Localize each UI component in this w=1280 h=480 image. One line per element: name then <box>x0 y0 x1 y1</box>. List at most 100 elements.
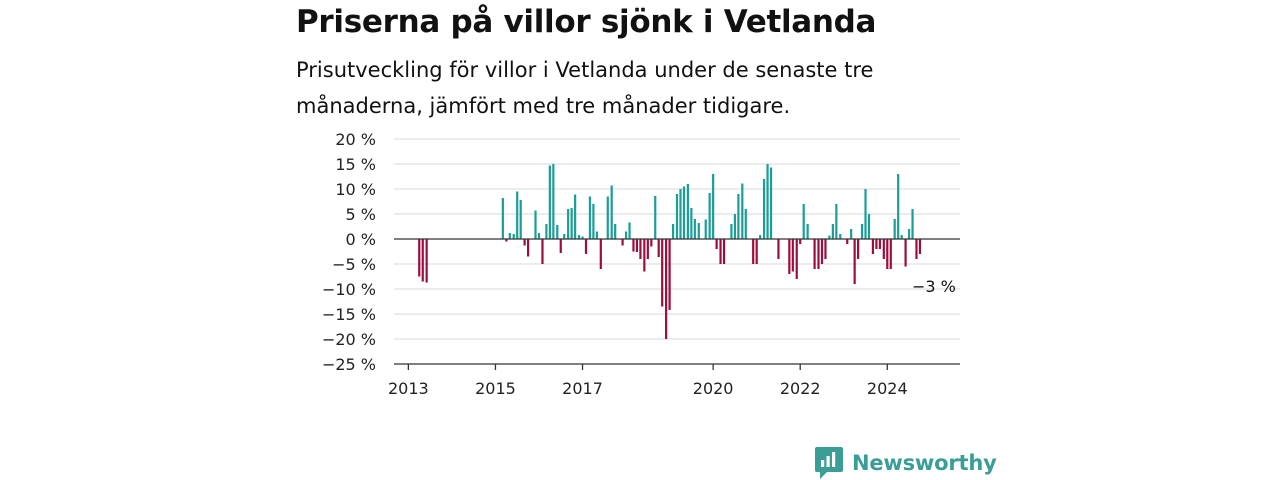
bar <box>806 224 809 239</box>
bar <box>570 208 573 239</box>
bar <box>813 239 816 269</box>
bar <box>537 233 541 239</box>
bar <box>654 196 657 239</box>
brand-name: Newsworthy <box>852 451 997 475</box>
bar <box>665 239 668 339</box>
bar <box>512 234 515 239</box>
y-tick-label: −10 % <box>322 280 376 299</box>
bar <box>643 239 646 272</box>
bar <box>635 239 639 252</box>
bar <box>752 239 755 264</box>
bar <box>755 239 758 264</box>
bar <box>864 189 867 239</box>
y-tick-label: 5 % <box>346 205 376 224</box>
bar <box>907 229 911 239</box>
bar <box>915 239 918 259</box>
bar <box>527 239 530 257</box>
bar <box>592 204 595 239</box>
bars <box>418 164 922 339</box>
bar <box>545 224 548 239</box>
bar <box>882 239 885 259</box>
bar <box>857 239 860 259</box>
bar <box>610 185 613 239</box>
chart-title: Priserna på villor sjönk i Vetlanda <box>296 4 877 40</box>
bar <box>897 174 900 239</box>
axes <box>394 238 960 370</box>
bar <box>853 239 856 284</box>
y-tick-label: −5 % <box>332 255 376 274</box>
bar <box>650 239 653 247</box>
bar <box>799 239 802 244</box>
bar <box>788 239 791 274</box>
bar <box>501 198 504 239</box>
bar <box>632 239 635 252</box>
bar <box>552 164 555 239</box>
bar <box>675 194 679 239</box>
bar <box>577 235 581 239</box>
bar <box>621 239 624 246</box>
bar <box>657 239 660 257</box>
bar <box>505 239 508 242</box>
bar <box>769 167 773 239</box>
bar <box>860 224 864 239</box>
bar <box>574 194 577 239</box>
tick-labels: 20 % 15 % 10 % 5 % 0 % −5 % −10 % −15 % −20 % −25… <box>322 130 956 398</box>
bar <box>817 239 820 269</box>
y-tick-label: −25 % <box>322 355 376 374</box>
bar <box>418 239 421 277</box>
bar <box>661 239 664 307</box>
bar <box>567 209 570 239</box>
bar <box>581 236 584 239</box>
x-tick-label: 2017 <box>562 379 603 398</box>
bar <box>584 239 588 254</box>
bar <box>559 239 562 253</box>
chart-subtitle: Prisutveckling för villor i Vetlanda und… <box>296 58 874 118</box>
y-tick-label: 20 % <box>335 130 376 149</box>
bar-chart: 20 % 15 % 10 % 5 % 0 % −5 % −10 % −15 % −20 % −25… <box>322 130 960 398</box>
bar <box>904 239 907 267</box>
newsworthy-logo-icon <box>815 447 843 479</box>
bar <box>802 204 805 239</box>
bar <box>777 239 780 259</box>
bar <box>541 239 544 264</box>
bar <box>791 239 794 272</box>
y-tick-label: −15 % <box>322 305 376 324</box>
y-tick-label: 0 % <box>346 230 376 249</box>
bar <box>646 239 649 259</box>
bar <box>846 239 849 244</box>
bar <box>704 219 707 239</box>
bar <box>708 193 711 239</box>
bar <box>421 239 424 282</box>
bar <box>875 239 878 249</box>
bar <box>867 214 871 239</box>
bar <box>722 239 726 264</box>
bar <box>425 239 428 283</box>
x-tick-label: 2024 <box>867 379 908 398</box>
bar <box>548 165 551 239</box>
bar <box>606 196 609 239</box>
bar <box>588 196 592 239</box>
bar <box>839 234 842 239</box>
bar <box>614 224 617 239</box>
bar <box>671 224 675 239</box>
bar <box>900 235 903 239</box>
y-tick-label: −20 % <box>322 330 376 349</box>
x-tick-label: 2013 <box>388 379 429 398</box>
bar <box>516 191 519 239</box>
bar <box>595 231 598 239</box>
bar <box>624 231 628 239</box>
x-tick-label: 2022 <box>780 379 821 398</box>
y-tick-label: 10 % <box>335 180 376 199</box>
bar <box>519 200 522 239</box>
bar <box>690 208 693 239</box>
bar <box>762 179 766 239</box>
bar <box>715 239 718 249</box>
bar <box>911 209 914 239</box>
bar <box>599 239 602 269</box>
bar <box>730 224 733 239</box>
bar <box>766 164 769 239</box>
bar <box>828 235 831 239</box>
bar <box>679 189 682 239</box>
bar <box>712 174 715 239</box>
bar <box>741 183 744 239</box>
